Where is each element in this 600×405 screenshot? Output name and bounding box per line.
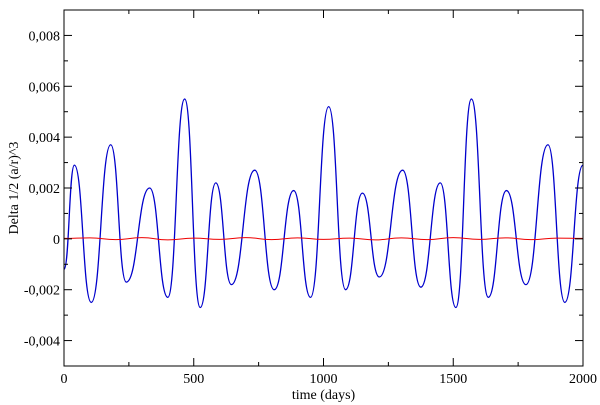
series-line-1	[63, 98, 584, 309]
y-tick-label: -0,002	[24, 284, 60, 299]
axis-ticks	[63, 10, 584, 367]
x-tick-label: 1500	[439, 372, 467, 387]
y-tick-label: 0,004	[29, 131, 61, 146]
x-tick-label: 500	[183, 372, 204, 387]
x-tick-label: 2000	[569, 372, 597, 387]
y-tick-label: 0,008	[29, 29, 61, 44]
y-tick-label: 0,002	[29, 182, 61, 197]
y-tick-label: 0,006	[29, 80, 61, 95]
x-tick-label: 1000	[310, 372, 338, 387]
plot-series	[63, 98, 584, 309]
axis-tick-labels: 0 500 1000 1500 2000 -0,004 -0,002 0 0,002 0,004 0…	[24, 29, 597, 387]
y-tick-label: 0	[53, 233, 60, 248]
y-axis-title: Delta 1/2 (a/r)^3	[7, 142, 22, 235]
x-tick-label: 0	[61, 372, 68, 387]
x-axis-title: time (days)	[292, 388, 356, 403]
series-line-2	[63, 237, 584, 241]
y-tick-label: -0,004	[24, 335, 60, 350]
